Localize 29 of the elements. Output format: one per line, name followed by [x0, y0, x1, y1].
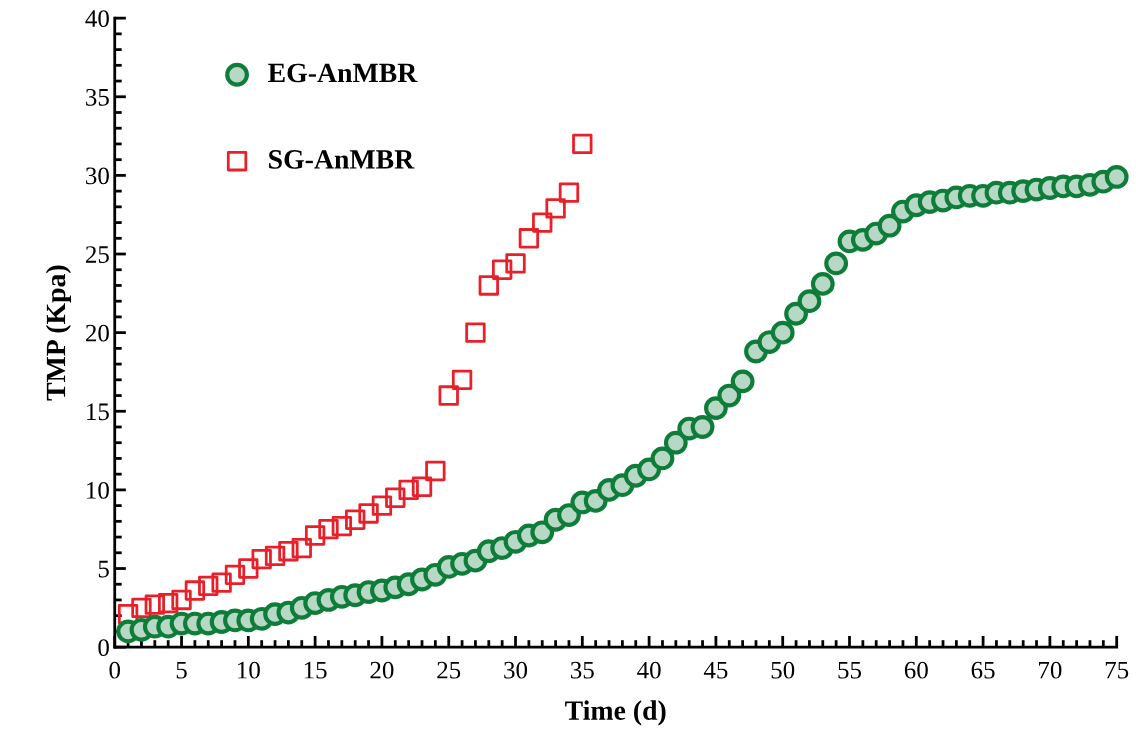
x-tick-label: 70 [1039, 661, 1062, 679]
y-tick-label: 5 [98, 560, 109, 578]
y-tick-label: 0 [98, 639, 109, 657]
y-axis-title: TMP (Kpa) [45, 265, 71, 401]
x-tick-label: 50 [771, 661, 795, 679]
y-tick-label: 10 [87, 481, 109, 499]
x-tick-label: 25 [437, 661, 461, 679]
x-tick-label: 75 [1105, 662, 1129, 679]
legend-label: SG-AnMBR [269, 150, 415, 169]
x-tick-label: 0 [109, 661, 121, 679]
y-tick-label: 40 [85, 10, 109, 28]
x-tick-label: 5 [176, 662, 187, 679]
x-tick-label: 45 [703, 661, 728, 679]
x-tick-label: 15 [304, 661, 327, 679]
x-tick-label: 20 [370, 661, 394, 679]
y-tick-label: 20 [85, 324, 109, 342]
x-tick-label: 10 [238, 661, 260, 679]
y-tick-label: 35 [86, 88, 109, 106]
x-tick-label: 65 [971, 661, 995, 679]
y-tick-label: 25 [85, 246, 109, 263]
x-tick-label: 40 [637, 661, 661, 679]
x-axis-title: Time (d) [565, 700, 666, 726]
x-tick-label: 55 [838, 662, 862, 679]
y-tick-label: 15 [87, 403, 109, 421]
x-tick-label: 60 [904, 661, 928, 679]
x-tick-label: 30 [504, 661, 528, 679]
y-tick-label: 30 [86, 167, 109, 185]
x-tick-label: 35 [571, 661, 594, 679]
legend-label: EG-AnMBR [268, 63, 418, 83]
